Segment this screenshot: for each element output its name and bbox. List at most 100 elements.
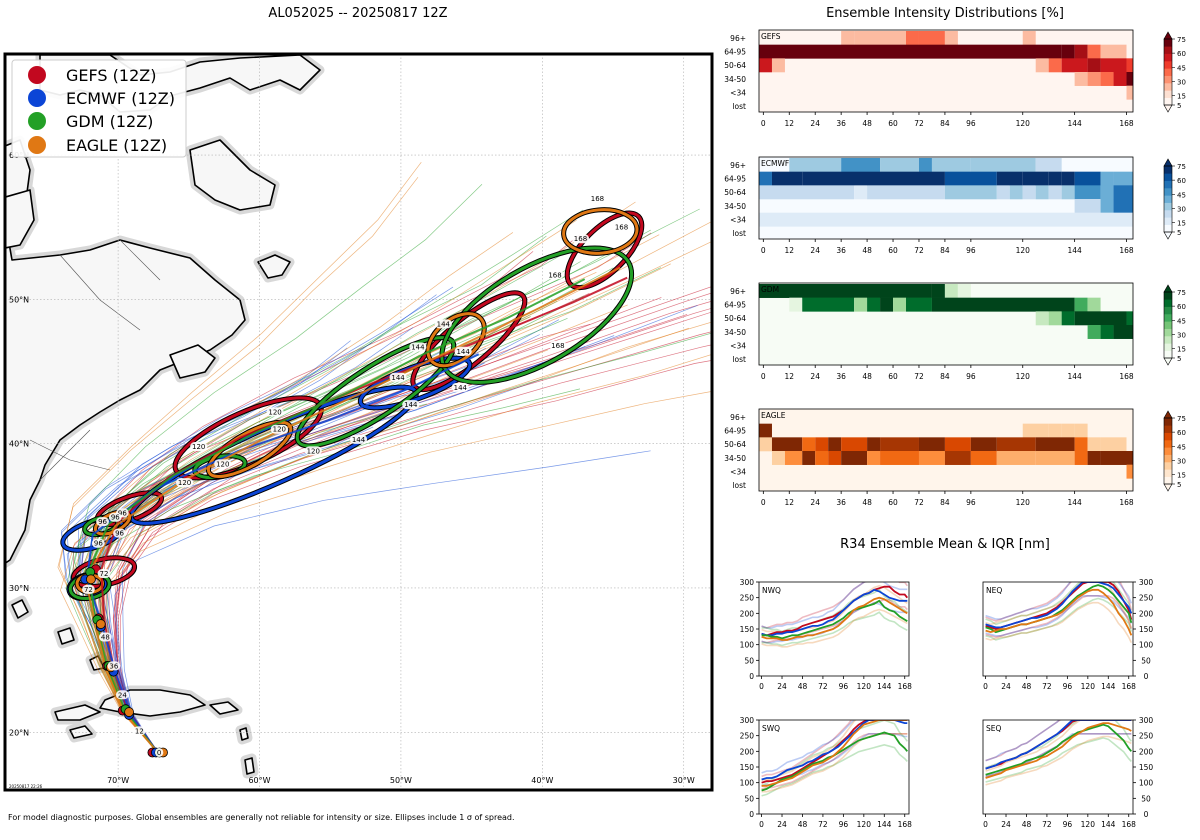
x-tick-label: 72 (818, 682, 828, 691)
heatmap-cell (1074, 171, 1101, 186)
heatmap-cell (893, 297, 907, 312)
spread-ellipse-168 (439, 245, 635, 385)
r34-iqr-line (985, 582, 1133, 629)
y-category-label: 34-50 (724, 328, 746, 337)
heatmap-cell (789, 158, 842, 172)
x-tick-label: 12 (784, 119, 794, 128)
colorbar-band (1164, 343, 1172, 351)
x-tick-label: 72 (914, 372, 924, 381)
x-tick-label: 168 (898, 682, 913, 691)
heatmap-cell (996, 451, 1036, 465)
colorbar-extend-max (1163, 31, 1173, 40)
x-tick-label: 168 (1119, 246, 1134, 255)
heatmap-cell (944, 451, 971, 465)
x-tick-label: 24 (1001, 682, 1011, 691)
hour-label-text: 168 (615, 224, 628, 232)
heatmap-cell (841, 437, 868, 452)
heatmap-cell (867, 451, 881, 465)
hour-label: 24 (115, 690, 129, 700)
x-tick-label: 60 (888, 246, 898, 255)
x-tick-label: 24 (777, 820, 787, 829)
map-panel[interactable]: 0122436487272969696969612012012012012012… (0, 52, 848, 792)
y-tick-label: 300 (740, 716, 755, 725)
hour-label: 168 (546, 270, 564, 280)
x-tick-label: 96 (966, 119, 976, 128)
heatmap-cell (802, 171, 945, 186)
hour-label-text: 72 (100, 570, 109, 578)
heatmap-cell (944, 171, 997, 186)
legend-entry-ecmwf[interactable]: ECMWF (12Z) (28, 89, 175, 108)
y-tick-label: 50 (1141, 794, 1151, 803)
panel-name: GDM (761, 285, 779, 294)
y-category-label: 64-95 (724, 175, 746, 184)
colorbar-band (1164, 166, 1172, 174)
lat-tick-label: 30°N (9, 584, 29, 593)
r34-iqr-line (985, 582, 1133, 622)
lon-tick-label: 50°W (390, 776, 412, 785)
hour-label: 120 (304, 446, 322, 456)
colorbar-band (1164, 83, 1172, 91)
heatmap-cell (1100, 58, 1127, 73)
hour-label-text: 120 (192, 443, 205, 451)
legend-marker-ecmwf (28, 89, 46, 107)
x-tick-label: 0 (761, 498, 766, 507)
y-tick-label: 300 (1139, 716, 1154, 725)
colorbar-tick-label: 60 (1177, 50, 1186, 58)
state-border (39, 429, 91, 481)
hour-label-bg (451, 382, 469, 392)
ellipse-ring (440, 246, 634, 384)
hour-label-text: 120 (268, 408, 281, 416)
x-tick-label: 84 (940, 372, 950, 381)
track-marker (124, 707, 134, 717)
y-tick-label: 100 (1139, 779, 1154, 788)
x-tick-label: 48 (798, 820, 808, 829)
hour-label-text: 144 (411, 343, 425, 351)
heatmap-cell (918, 451, 945, 465)
heatmap-cell (1074, 437, 1088, 452)
x-tick-label: 24 (1001, 820, 1011, 829)
heatmap-cell (1035, 451, 1075, 465)
x-tick-label: 48 (1022, 820, 1032, 829)
r34-panel-name: SWQ (762, 724, 780, 733)
r34-iqr-line (761, 720, 857, 781)
colorbar-band (1164, 432, 1172, 441)
hour-label-text: 12 (135, 727, 144, 735)
x-tick-label: 96 (839, 682, 849, 691)
legend-entry-eagle[interactable]: EAGLE (12Z) (28, 136, 167, 155)
hour-label-bg (96, 517, 109, 527)
x-tick-label: 24 (810, 246, 820, 255)
heatmap-cell (867, 437, 881, 452)
map-background (5, 54, 712, 790)
heatmap-cell (789, 297, 803, 312)
x-tick-label: 144 (877, 820, 892, 829)
x-tick-label: 0 (761, 119, 766, 128)
colorbar-band (1164, 454, 1172, 463)
legend-entry-gdm[interactable]: GDM (12Z) (28, 112, 153, 131)
colorbar-band (1164, 97, 1172, 106)
heatmap-cell (1113, 171, 1133, 186)
legend-entry-gefs[interactable]: GEFS (12Z) (28, 66, 156, 85)
hour-label-bg (571, 234, 590, 244)
heatmap-cell (944, 31, 958, 45)
heatmap-cell (1100, 437, 1127, 452)
x-tick-label: 24 (810, 119, 820, 128)
hour-label: 36 (107, 661, 121, 671)
colorbar-band (1164, 90, 1172, 98)
hour-label-bg (454, 346, 472, 356)
x-tick-label: 120 (1016, 498, 1031, 507)
colorbar-tick-label: 5 (1177, 355, 1181, 363)
x-tick-label: 144 (1067, 246, 1082, 255)
r34-panel-nwq: NWQ 0 24 48 72 96 120 144 168 0 50 100 150 200 250 300 (740, 578, 913, 691)
colorbar-band (1164, 440, 1172, 448)
colorbar-band (1164, 173, 1172, 181)
heatmap-cell (918, 437, 945, 452)
heatmap-cell (957, 284, 971, 298)
heatmap-cell (1074, 297, 1088, 312)
hour-label: 144 (409, 342, 427, 352)
hour-label: 120 (266, 407, 284, 417)
r34-mean-line (985, 723, 1132, 776)
colorbar-band (1164, 469, 1172, 477)
y-category-label: 50-64 (724, 61, 746, 70)
hour-label-text: 144 (391, 374, 405, 382)
